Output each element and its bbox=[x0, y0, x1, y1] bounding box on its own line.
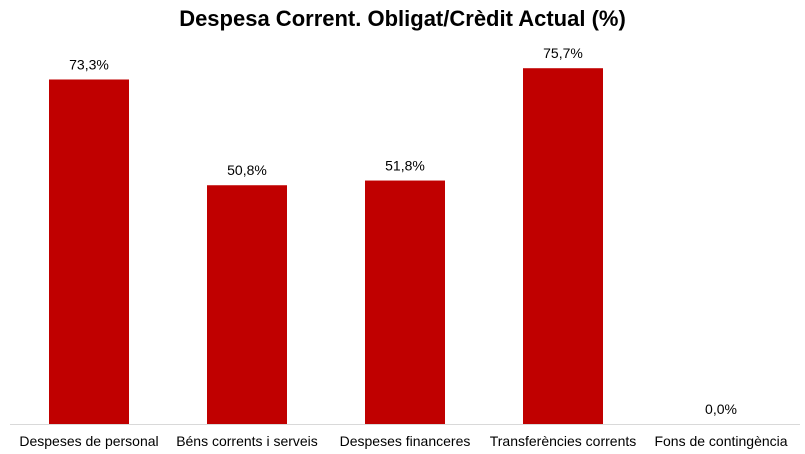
bar-3 bbox=[523, 68, 603, 425]
category-label-3: Transferències corrents bbox=[490, 433, 637, 449]
bar-0 bbox=[49, 79, 129, 425]
bars-layer bbox=[49, 68, 603, 425]
category-label-4: Fons de contingència bbox=[654, 433, 787, 449]
bar-1 bbox=[207, 185, 287, 424]
category-label-1: Béns corrents i serveis bbox=[176, 433, 318, 449]
category-label-0: Despeses de personal bbox=[19, 433, 158, 449]
chart-title: Despesa Corrent. Obligat/Crèdit Actual (… bbox=[179, 6, 626, 31]
data-label-3: 75,7% bbox=[543, 45, 583, 61]
data-label-1: 50,8% bbox=[227, 162, 267, 178]
data-label-0: 73,3% bbox=[69, 56, 109, 72]
bar-2 bbox=[365, 180, 445, 424]
category-labels-layer: Despeses de personal Béns corrents i serv… bbox=[19, 433, 787, 449]
data-label-2: 51,8% bbox=[385, 158, 425, 174]
data-labels-layer: 73,3% 50,8% 51,8% 75,7% 0,0% bbox=[69, 45, 737, 417]
data-label-4: 0,0% bbox=[705, 401, 737, 417]
category-label-2: Despeses financeres bbox=[340, 433, 471, 449]
